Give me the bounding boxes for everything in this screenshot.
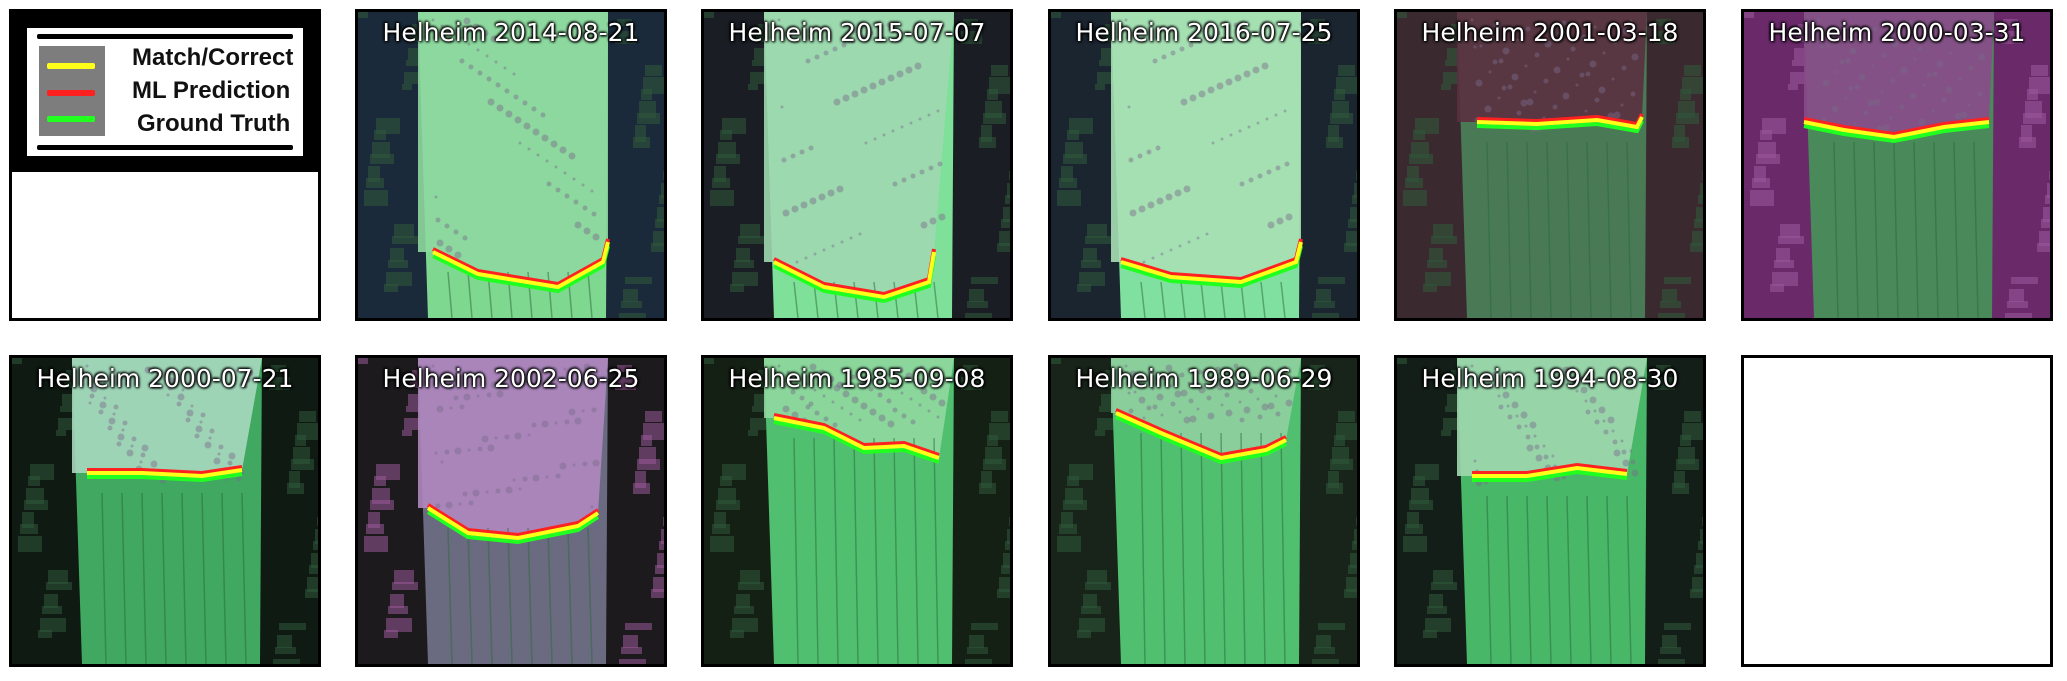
glacier-image	[1397, 12, 1703, 318]
legend-box: Match/Correct ML Prediction Ground Truth	[12, 12, 318, 172]
legend-label-ground-truth: Ground Truth	[137, 110, 291, 137]
panel-title: Helheim 2000-07-21	[36, 364, 294, 393]
ground-truth-line	[773, 420, 940, 464]
ground-truth-line	[1472, 469, 1628, 482]
glacier-image	[12, 358, 318, 664]
ground-truth-line	[87, 472, 243, 483]
image-panel: Helheim 1985-09-08	[701, 355, 1013, 667]
match-line	[426, 506, 600, 541]
panel-title: Helheim 2014-08-21	[382, 18, 640, 47]
match-line	[773, 251, 936, 300]
image-panel: Helheim 2000-03-31	[1741, 9, 2053, 321]
panel-title: Helheim 2015-07-07	[728, 18, 986, 47]
ml-prediction-line	[87, 465, 243, 476]
legend-swatch-area	[39, 46, 105, 136]
glacier-image	[704, 12, 1010, 318]
image-panel: Helheim 2002-06-25	[355, 355, 667, 667]
image-panel: Helheim 2015-07-07	[701, 9, 1013, 321]
legend-label-prediction: ML Prediction	[132, 77, 291, 104]
ice-melange-area	[418, 358, 608, 538]
match-line	[1120, 241, 1303, 285]
glacier-image	[1744, 12, 2050, 318]
ice-melange-area	[1457, 12, 1647, 127]
match-line	[1115, 411, 1287, 461]
legend-panel: Match/Correct ML Prediction Ground Truth	[9, 9, 321, 321]
image-panel: Helheim 2000-07-21	[9, 355, 321, 667]
panel-title: Helheim 1989-06-29	[1075, 364, 1333, 393]
panel-title: Helheim 1985-09-08	[728, 364, 986, 393]
glacier-image	[1051, 358, 1357, 664]
glacier-image	[704, 358, 1010, 664]
match-swatch	[47, 63, 95, 69]
ice-melange-area	[418, 12, 608, 287]
image-panel: Helheim 1994-08-30	[1394, 355, 1706, 667]
match-line	[1472, 465, 1628, 478]
legend-label-match: Match/Correct	[132, 44, 294, 71]
ground-truth-line	[1803, 124, 1990, 144]
image-panel: Helheim 1989-06-29	[1048, 355, 1360, 667]
match-line	[87, 468, 243, 479]
ice-melange-area	[1111, 12, 1301, 282]
prediction-swatch	[47, 90, 95, 96]
panel-title: Helheim 2002-06-25	[382, 364, 640, 393]
ice-melange-area	[1804, 12, 1994, 137]
ice-melange-area	[764, 12, 954, 297]
image-panel: Helheim 2001-03-18	[1394, 9, 1706, 321]
panel-title: Helheim 2000-03-31	[1768, 18, 2026, 47]
ml-prediction-line	[1115, 408, 1287, 458]
ice-melange-area	[1111, 358, 1301, 458]
ml-prediction-line	[426, 503, 600, 538]
panel-title: Helheim 2016-07-25	[1075, 18, 1333, 47]
panel-title: Helheim 2001-03-18	[1421, 18, 1679, 47]
match-line	[773, 416, 940, 460]
panel-title: Helheim 1994-08-30	[1421, 364, 1679, 393]
match-line	[432, 241, 610, 290]
glacier-image	[1397, 358, 1703, 664]
ml-prediction-line	[1472, 462, 1628, 475]
glacier-image	[1051, 12, 1357, 318]
ml-prediction-line	[773, 413, 940, 457]
ground-truth-line	[1115, 415, 1287, 465]
empty-panel	[1741, 355, 2053, 667]
match-line	[1476, 116, 1644, 130]
ice-melange-area	[764, 358, 954, 458]
image-panel: Helheim 2016-07-25	[1048, 9, 1360, 321]
glacier-image	[358, 12, 664, 318]
ground-truth-swatch	[47, 116, 95, 122]
image-panel: Helheim 2014-08-21	[355, 9, 667, 321]
ice-melange-area	[1457, 358, 1647, 476]
glacier-image	[358, 358, 664, 664]
ground-truth-line	[426, 510, 600, 545]
ml-prediction-line	[1803, 117, 1990, 137]
ice-melange-area	[72, 358, 262, 476]
match-line	[1803, 120, 1990, 140]
